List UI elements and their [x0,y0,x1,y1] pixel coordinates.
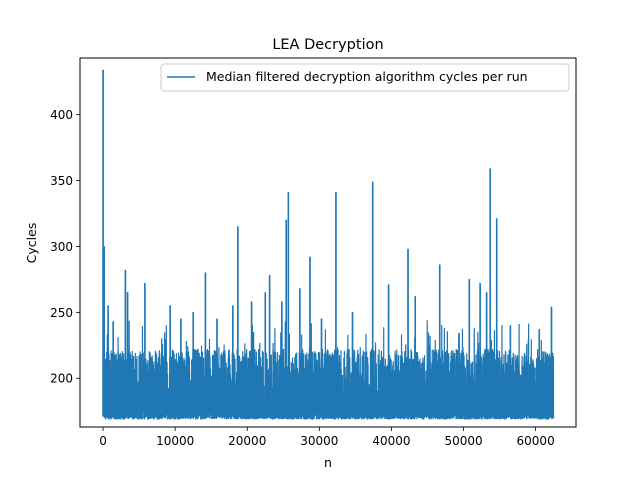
legend-entry-label: Median filtered decryption algorithm cyc… [206,69,528,84]
x-tick-label: 50000 [444,434,482,448]
y-tick-label: 350 [50,174,73,188]
chart-title: LEA Decryption [272,37,383,53]
legend: Median filtered decryption algorithm cyc… [160,63,570,92]
plot-frame [79,57,577,428]
x-tick-label: 60000 [517,434,555,448]
x-axis: 0 10000 20000 30000 40000 50000 60000 [99,427,555,448]
x-tick-label: 20000 [228,434,266,448]
y-tick-label: 250 [50,306,73,320]
series-layer [102,69,555,420]
x-tick-label: 30000 [300,434,338,448]
x-tick-label: 40000 [372,434,410,448]
series-line [102,69,555,420]
x-axis-label: n [324,455,332,470]
y-tick-label: 400 [50,108,73,122]
y-axis-label: Cycles [24,223,39,264]
x-tick-label: 10000 [156,434,194,448]
y-tick-label: 200 [50,372,73,386]
legend-box [160,63,570,92]
y-axis: 200 250 300 350 400 [50,108,80,386]
x-tick-label: 0 [99,434,107,448]
y-tick-label: 300 [50,240,73,254]
